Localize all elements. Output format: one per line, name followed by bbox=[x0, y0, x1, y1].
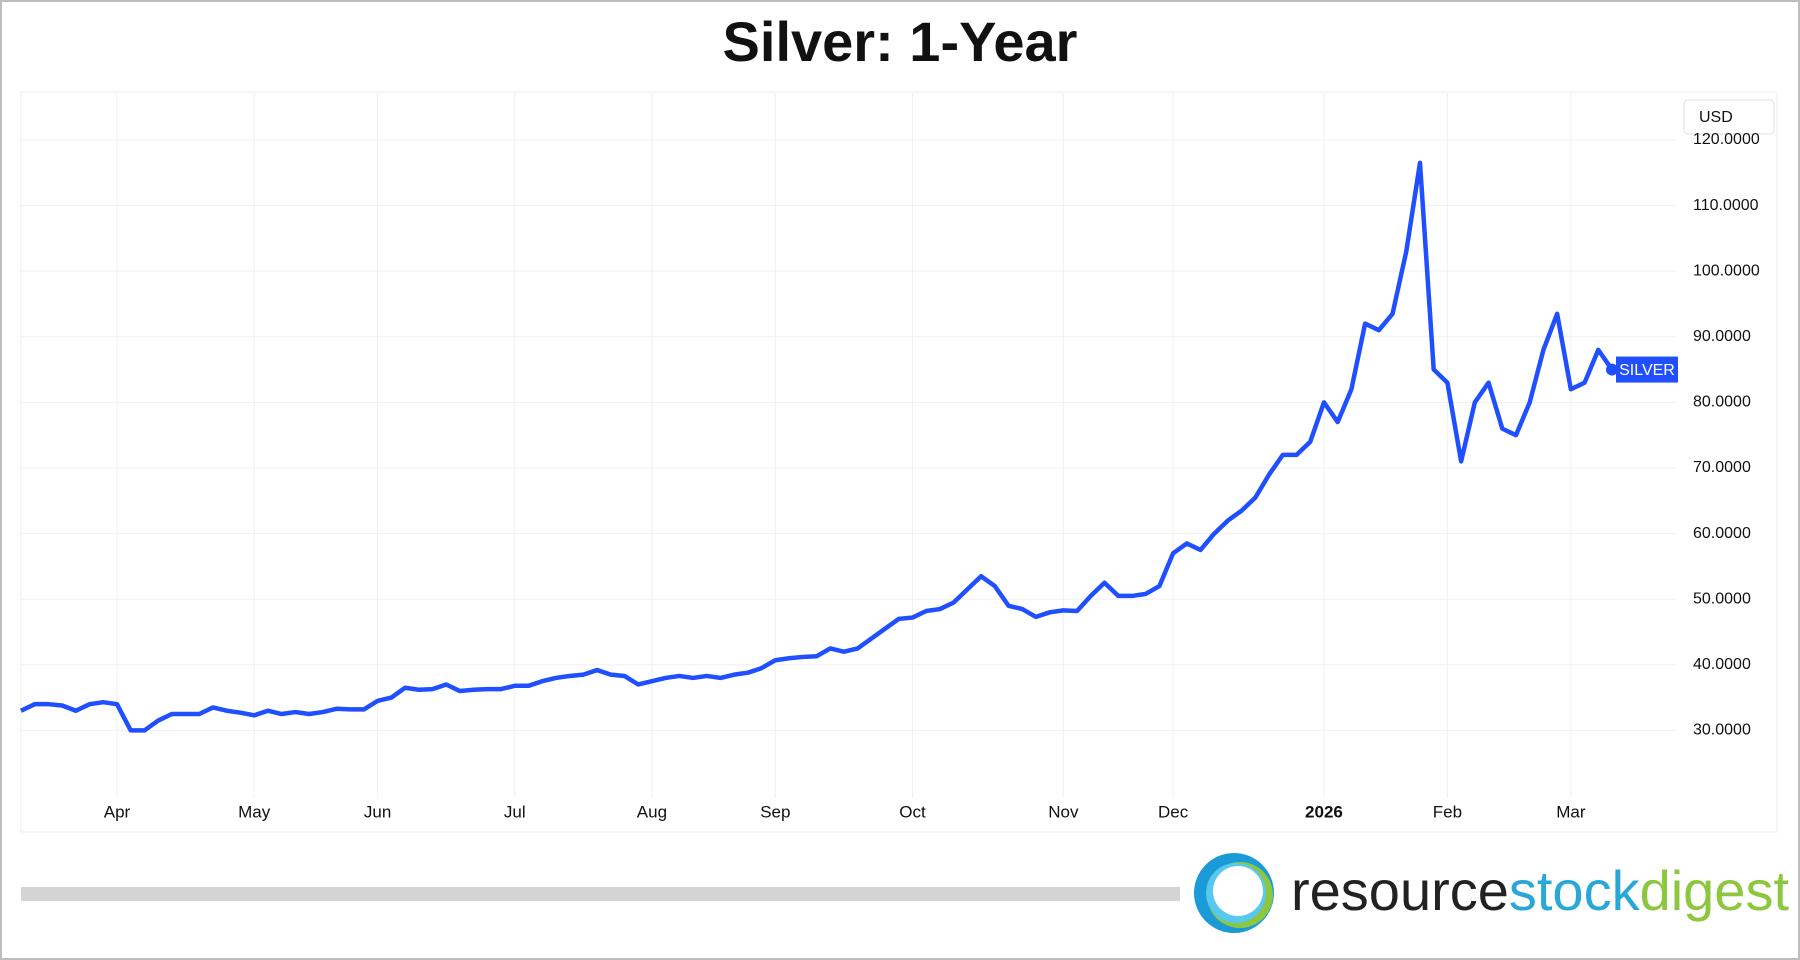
y-tick-label: 70.0000 bbox=[1693, 459, 1751, 476]
x-tick-label: Apr bbox=[104, 802, 131, 821]
series-tag-bg bbox=[1616, 356, 1678, 383]
chart-title: Silver: 1-Year bbox=[723, 10, 1078, 73]
logo-part: resource bbox=[1291, 859, 1509, 922]
y-tick-label: 40.0000 bbox=[1693, 656, 1751, 673]
x-tick-label: Jul bbox=[504, 802, 526, 821]
x-tick-label: Feb bbox=[1433, 802, 1462, 821]
x-tick-label: Sep bbox=[760, 802, 790, 821]
logo-mark bbox=[1194, 853, 1274, 933]
y-tick-label: 80.0000 bbox=[1693, 394, 1751, 411]
grid bbox=[21, 94, 1676, 798]
y-tick-label: 110.0000 bbox=[1693, 197, 1759, 214]
scrollbar[interactable] bbox=[21, 887, 1180, 901]
price-line bbox=[20, 160, 1614, 733]
chart-frame bbox=[20, 91, 1778, 833]
series-tag: SILVER bbox=[1619, 362, 1675, 379]
x-tick-label: 2026 bbox=[1305, 802, 1343, 821]
x-tick-label: Dec bbox=[1158, 802, 1189, 821]
y-tick-label: 100.0000 bbox=[1693, 262, 1760, 279]
y-tick-label: 50.0000 bbox=[1693, 590, 1751, 607]
y-tick-label: 60.0000 bbox=[1693, 525, 1751, 542]
y-tick-label: 90.0000 bbox=[1693, 328, 1751, 345]
currency-label[interactable]: USD bbox=[1699, 109, 1733, 126]
x-tick-label: May bbox=[238, 802, 271, 821]
currency-box[interactable] bbox=[1683, 99, 1775, 135]
last-point bbox=[1606, 363, 1618, 376]
x-tick-label: Jun bbox=[364, 802, 391, 821]
logo-text: resourcestockdigest bbox=[1291, 859, 1789, 922]
y-tick-label: 120.0000 bbox=[1693, 131, 1760, 148]
logo-part: stock bbox=[1509, 859, 1641, 922]
x-tick-label: Oct bbox=[899, 802, 926, 821]
y-tick-label: 30.0000 bbox=[1693, 722, 1751, 739]
logo-part: digest bbox=[1640, 859, 1790, 922]
x-tick-label: Mar bbox=[1556, 802, 1586, 821]
x-tick-label: Nov bbox=[1048, 802, 1079, 821]
x-tick-label: Aug bbox=[637, 802, 667, 821]
